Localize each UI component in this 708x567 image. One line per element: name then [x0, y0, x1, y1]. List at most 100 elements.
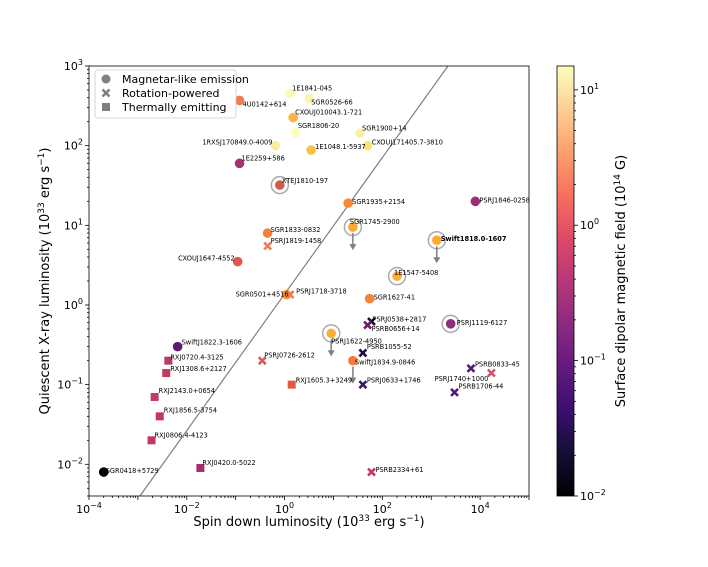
point-marker [262, 228, 273, 238]
point-marker [270, 140, 281, 151]
point-marker [164, 356, 173, 365]
point-label: RXJ2143.0+0654 [159, 387, 215, 395]
point-marker [234, 95, 245, 106]
point-label: PSRB2334+61 [375, 466, 423, 474]
point-label: CXOUJ1647-4552 [178, 255, 235, 263]
y-tick-label: 103 [64, 58, 83, 73]
legend-label-rotation: Rotation-powered [122, 87, 219, 100]
point-highlight-ring [387, 266, 407, 286]
point-label: RXJ1856.5-3754 [164, 406, 217, 414]
colorbar [556, 65, 575, 497]
legend-x-icon [101, 88, 111, 98]
point-label: SGR0418+5729 [106, 467, 159, 475]
point-label: SwiftJ1822.3-1606 [182, 339, 242, 347]
point-marker [362, 140, 373, 151]
y-tick-label: 100 [64, 297, 83, 312]
point-label: SGR1935+2154 [352, 198, 405, 206]
point-label: 1RXSJ170849.0-4009 [202, 139, 272, 147]
colorbar-title: Surface dipolar magnetic field (1014 G) [613, 155, 629, 407]
point-label: SGR0526-66 [311, 99, 352, 107]
point-label: SGR1806-20 [298, 122, 339, 130]
point-label: 1E1048.1-5937 [315, 143, 366, 151]
point-marker [150, 392, 159, 401]
point-marker [306, 145, 316, 155]
y-tick-label: 101 [64, 217, 83, 232]
point-label: 1E1841-045 [292, 85, 332, 93]
point-label: PSRJ1846-0258 [479, 196, 530, 204]
point-label: SGR1745-2900 [350, 218, 400, 226]
point-marker [275, 180, 285, 190]
colorbar-tick-label: 100 [580, 217, 599, 232]
point-marker [285, 290, 295, 300]
point-marker [147, 436, 156, 445]
x-tick-label: 102 [373, 501, 392, 516]
point-marker [234, 158, 245, 169]
point-label: 1E2259+586 [242, 154, 285, 162]
point-marker [287, 380, 296, 389]
point-marker [450, 387, 459, 397]
colorbar-tick-label: 10−2 [580, 488, 606, 503]
point-label: Swift1818.0-1607 [441, 235, 507, 243]
y-axis: 10−2 10−1 100 101 102 103 [57, 58, 89, 497]
point-label: PSRJ1718-3718 [296, 288, 347, 296]
legend: Magnetar-like emission Rotation-powered … [94, 69, 249, 119]
point-marker [291, 128, 301, 138]
point-marker [348, 222, 358, 232]
x-axis-title: Spin down luminosity (1033 erg s−1) [193, 514, 424, 530]
point-marker [466, 363, 476, 373]
point-label: RXJ1605.3+3249 [296, 377, 352, 385]
legend-circle-icon [101, 74, 111, 84]
point-marker [263, 241, 273, 251]
point-label: CXOUJ010043.1-721 [295, 109, 362, 117]
equality-line-layer [139, 66, 449, 496]
point-label: SGR1627-41 [374, 294, 415, 302]
point-marker [288, 112, 298, 123]
y-tick-label: 10−1 [57, 377, 83, 392]
point-label: SGR0501+4516 [236, 291, 289, 299]
points-layer [98, 88, 496, 477]
point-label: PSRB1055-52 [367, 343, 412, 351]
point-marker [392, 271, 402, 281]
x-tick-label: 100 [275, 501, 294, 516]
point-marker [98, 467, 109, 477]
point-marker [358, 380, 368, 390]
colorbar-tick-label: 101 [580, 82, 599, 97]
colorbar-axis: 10−2 10−1 100 101 [574, 82, 606, 503]
point-label: 4U0142+614 [243, 100, 287, 108]
point-marker [431, 235, 442, 246]
point-label: XTEJ1810-197 [282, 177, 328, 185]
point-label: CXOUJ171405.7-3810 [372, 139, 443, 147]
point-marker [470, 196, 481, 207]
point-marker [285, 88, 295, 99]
point-label: PSRJ1622-4950 [331, 337, 382, 345]
point-label: PSRB0833-45 [475, 360, 520, 368]
point-labels-layer: 1E1841-045 SGR0526-66 4U0142+614 CXOUJ01004… [106, 85, 530, 475]
x-tick-label: 10−2 [174, 501, 200, 516]
point-label: PSRB0656+14 [372, 325, 420, 333]
point-label: PSRJ1740+1000 [435, 375, 489, 383]
legend-box [94, 69, 237, 119]
point-label: RXJ0806.4-4123 [155, 431, 208, 439]
point-label: PSRJ1819-1458 [271, 237, 322, 245]
x-tick-label: 104 [471, 501, 490, 516]
point-label: SwiftJ1834.9-0846 [355, 359, 415, 367]
upper-limit-arrow [349, 366, 357, 384]
point-label: RXJ0720.4-3125 [170, 354, 223, 362]
point-marker [304, 93, 315, 104]
point-label: 1E1547-5408 [394, 269, 438, 277]
y-tick-label: 10−2 [57, 456, 83, 471]
point-marker [232, 256, 243, 267]
x-axis: 10−4 10−2 100 102 104 [76, 496, 530, 516]
point-label: PSRJ0633+1746 [367, 377, 421, 385]
point-marker [196, 463, 205, 472]
y-axis-title: Quiescent X-ray luminosity (1033 erg s−1… [37, 147, 53, 414]
upper-limit-arrow [327, 339, 335, 357]
y-tick-label: 102 [64, 138, 83, 153]
point-label: PSRJ0538+2817 [372, 316, 426, 324]
point-marker [364, 293, 375, 304]
point-label: RXJ0420.0-5022 [202, 459, 255, 467]
point-marker [486, 368, 496, 378]
point-marker [162, 368, 171, 377]
x-tick-label: 10−4 [76, 501, 102, 516]
point-marker [355, 128, 365, 139]
